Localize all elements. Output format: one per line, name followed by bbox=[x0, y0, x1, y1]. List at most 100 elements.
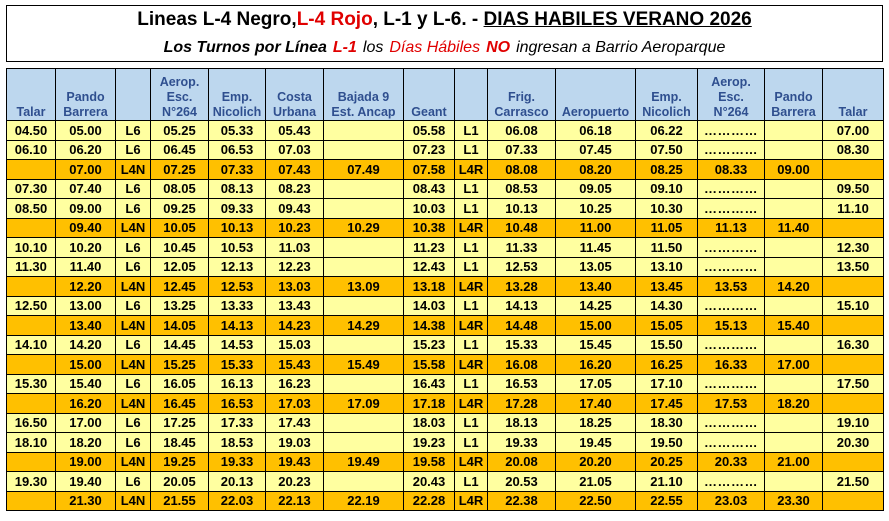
table-cell bbox=[6, 217, 56, 238]
table-cell: 19.45 bbox=[555, 432, 636, 453]
table-cell: 17.28 bbox=[487, 393, 556, 414]
table-cell: 11.10 bbox=[822, 198, 884, 219]
table-cell: 06.20 bbox=[55, 139, 116, 160]
table-cell bbox=[764, 373, 823, 394]
table-cell: 07.23 bbox=[403, 139, 455, 160]
table-cell: 14.30 bbox=[635, 295, 698, 316]
table-cell: 14.10 bbox=[6, 334, 56, 355]
table-cell: 13.03 bbox=[265, 276, 324, 297]
table-cell: 16.25 bbox=[635, 354, 698, 375]
table-cell: 15.00 bbox=[555, 315, 636, 336]
table-cell: 10.45 bbox=[150, 237, 209, 258]
table-cell: 09.00 bbox=[55, 198, 116, 219]
table-cell: 11.00 bbox=[555, 217, 636, 238]
table-cell: 14.38 bbox=[403, 315, 455, 336]
column-header-11: Emp. Nicolich bbox=[635, 68, 698, 121]
title-box: Lineas L-4 Negro,L-4 Rojo, L-1 y L-6. - … bbox=[6, 5, 883, 62]
table-cell: 15.33 bbox=[208, 354, 266, 375]
table-cell: 07.50 bbox=[635, 139, 698, 160]
table-cell: 21.10 bbox=[635, 471, 698, 492]
table-cell: 10.29 bbox=[323, 217, 404, 238]
table-cell: 15.03 bbox=[265, 334, 324, 355]
table-row: 16.20 L4N 16.45 16.53 17.03 17.09 17.18 L4R 17.2… bbox=[6, 393, 884, 414]
table-cell: ………… bbox=[697, 256, 765, 277]
table-cell: 07.33 bbox=[487, 139, 556, 160]
table-cell: 16.13 bbox=[208, 373, 266, 394]
table-cell bbox=[822, 354, 884, 375]
table-row: 13.40 L4N 14.05 14.13 14.23 14.29 14.38 L4R 14.4… bbox=[6, 315, 884, 336]
table-cell: 19.49 bbox=[323, 451, 404, 472]
table-cell: 17.40 bbox=[555, 393, 636, 414]
table-cell: 19.50 bbox=[635, 432, 698, 453]
table-cell: 18.20 bbox=[764, 393, 823, 414]
table-cell: 22.19 bbox=[323, 490, 404, 511]
table-cell: 17.33 bbox=[208, 412, 266, 433]
table-cell: 18.53 bbox=[208, 432, 266, 453]
table-cell: ………… bbox=[697, 471, 765, 492]
table-cell: 06.22 bbox=[635, 120, 698, 141]
table-cell: ………… bbox=[697, 120, 765, 141]
table-cell: 17.00 bbox=[55, 412, 116, 433]
table-cell: 15.45 bbox=[555, 334, 636, 355]
table-cell bbox=[822, 217, 884, 238]
column-header-13: Pando Barrera bbox=[764, 68, 823, 121]
table-cell: 15.13 bbox=[697, 315, 765, 336]
table-cell: 14.48 bbox=[487, 315, 556, 336]
table-cell bbox=[323, 120, 404, 141]
table-cell: 11.03 bbox=[265, 237, 324, 258]
table-cell: L6 bbox=[115, 295, 151, 316]
table-cell: L4N bbox=[115, 276, 151, 297]
table-cell: 10.23 bbox=[265, 217, 324, 238]
table-cell: L4R bbox=[454, 354, 488, 375]
table-cell: 15.40 bbox=[764, 315, 823, 336]
table-cell: 12.53 bbox=[208, 276, 266, 297]
table-cell: 10.10 bbox=[6, 237, 56, 258]
table-cell: L4R bbox=[454, 393, 488, 414]
table-cell: 15.23 bbox=[403, 334, 455, 355]
table-cell: 12.20 bbox=[55, 276, 116, 297]
table-cell: 11.40 bbox=[55, 256, 116, 277]
table-cell: 22.50 bbox=[555, 490, 636, 511]
table-cell: 20.13 bbox=[208, 471, 266, 492]
table-cell: L4N bbox=[115, 490, 151, 511]
table-cell: ………… bbox=[697, 295, 765, 316]
table-cell bbox=[764, 139, 823, 160]
table-cell: 16.05 bbox=[150, 373, 209, 394]
table-row: 12.50 13.00 L6 13.25 13.33 13.43 14.03 L1 14.13 1… bbox=[6, 295, 884, 316]
table-cell: 12.45 bbox=[150, 276, 209, 297]
table-cell: 14.05 bbox=[150, 315, 209, 336]
table-cell: L1 bbox=[454, 334, 488, 355]
table-cell: 15.58 bbox=[403, 354, 455, 375]
table-cell: 06.08 bbox=[487, 120, 556, 141]
table-cell: L1 bbox=[454, 198, 488, 219]
table-cell: L4N bbox=[115, 451, 151, 472]
table-cell: 13.00 bbox=[55, 295, 116, 316]
table-cell: L4N bbox=[115, 393, 151, 414]
table-cell: 08.33 bbox=[697, 159, 765, 180]
table-cell: 17.18 bbox=[403, 393, 455, 414]
table-cell: 19.25 bbox=[150, 451, 209, 472]
table-cell: 14.20 bbox=[55, 334, 116, 355]
table-cell: 21.30 bbox=[55, 490, 116, 511]
table-cell: 08.50 bbox=[6, 198, 56, 219]
table-cell: 18.30 bbox=[635, 412, 698, 433]
table-cell: 08.25 bbox=[635, 159, 698, 180]
table-cell: 15.33 bbox=[487, 334, 556, 355]
table-cell: 10.13 bbox=[487, 198, 556, 219]
table-cell bbox=[6, 451, 56, 472]
table-cell: 07.00 bbox=[822, 120, 884, 141]
column-header-5: Costa Urbana bbox=[265, 68, 324, 121]
table-cell: 21.50 bbox=[822, 471, 884, 492]
column-header-2 bbox=[115, 68, 151, 121]
table-row: 10.10 10.20 L6 10.45 10.53 11.03 11.23 L1 11.33 1… bbox=[6, 237, 884, 258]
schedule-body: 04.50 05.00 L6 05.25 05.33 05.43 05.58 L1 06.08 0… bbox=[6, 120, 884, 511]
table-cell: 19.23 bbox=[403, 432, 455, 453]
table-cell: 19.33 bbox=[208, 451, 266, 472]
table-cell bbox=[323, 178, 404, 199]
table-cell: 16.45 bbox=[150, 393, 209, 414]
table-cell: 18.25 bbox=[555, 412, 636, 433]
table-cell bbox=[822, 276, 884, 297]
table-cell: 11.50 bbox=[635, 237, 698, 258]
column-header-1: Pando Barrera bbox=[55, 68, 116, 121]
table-cell: 10.30 bbox=[635, 198, 698, 219]
